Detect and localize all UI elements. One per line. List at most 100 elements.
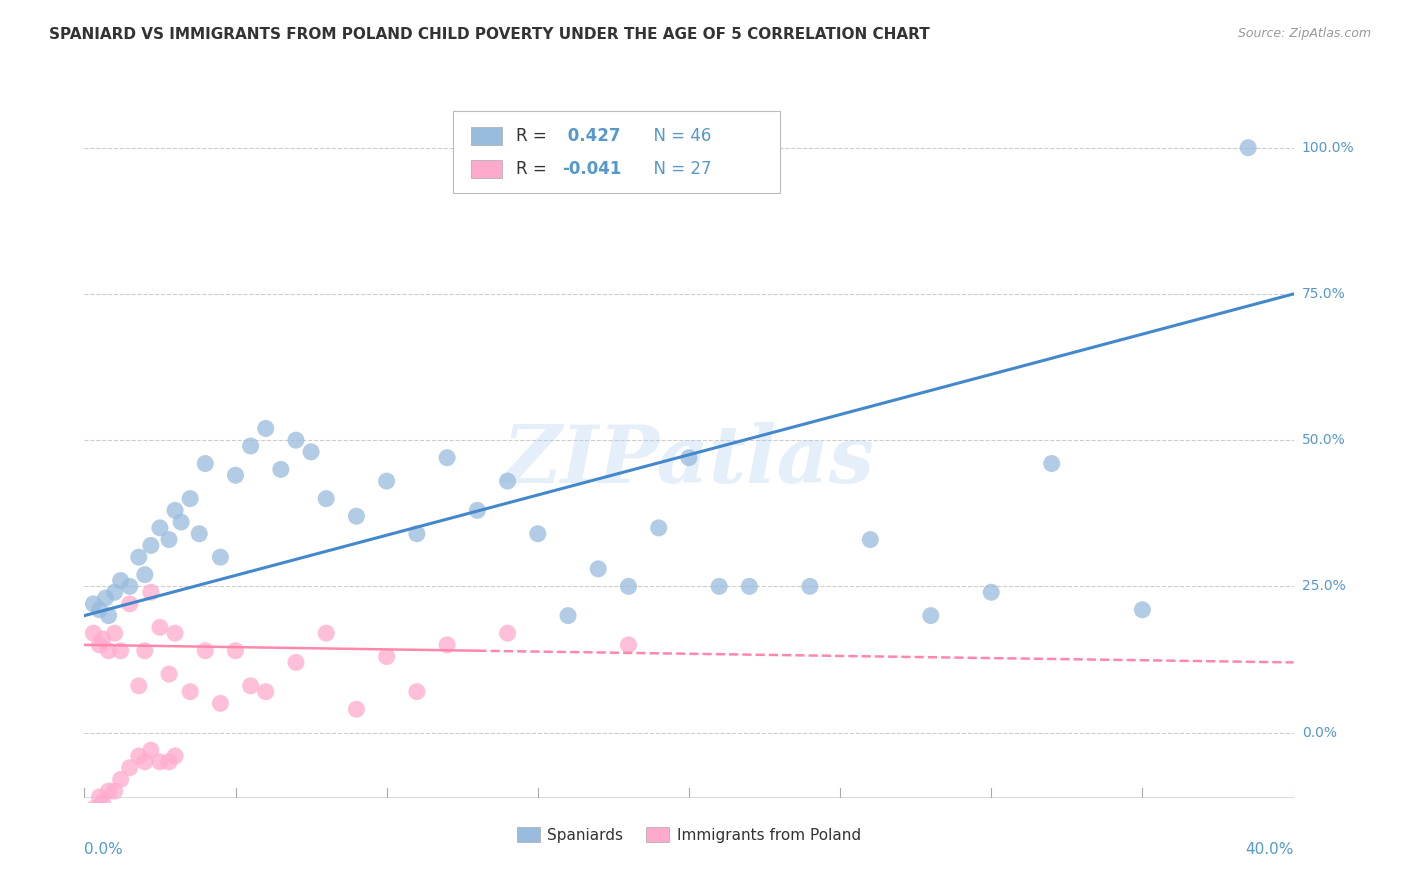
Point — [270, 462, 292, 476]
Point — [980, 585, 1002, 599]
Text: R =: R = — [516, 161, 553, 178]
Point — [1237, 141, 1260, 155]
Point — [375, 474, 398, 488]
Point — [139, 585, 162, 599]
Text: 40.0%: 40.0% — [1246, 842, 1294, 856]
Point — [157, 533, 180, 547]
Point — [149, 755, 172, 769]
FancyBboxPatch shape — [453, 111, 780, 193]
Point — [128, 749, 150, 764]
Point — [375, 649, 398, 664]
Point — [89, 603, 111, 617]
Point — [82, 597, 104, 611]
Point — [128, 550, 150, 565]
Text: -0.041: -0.041 — [562, 161, 621, 178]
Point — [709, 579, 731, 593]
Point — [82, 802, 104, 816]
Point — [157, 755, 180, 769]
Point — [1132, 603, 1154, 617]
Point — [97, 784, 120, 798]
Text: 25.0%: 25.0% — [1302, 580, 1346, 593]
Point — [110, 772, 132, 787]
Point — [557, 608, 579, 623]
Point — [285, 656, 308, 670]
Point — [188, 526, 211, 541]
Point — [134, 567, 156, 582]
Text: 75.0%: 75.0% — [1302, 287, 1346, 301]
Bar — [471, 127, 502, 145]
Text: 50.0%: 50.0% — [1302, 434, 1346, 447]
Text: 0.0%: 0.0% — [84, 842, 124, 856]
Point — [139, 538, 162, 552]
Point — [82, 626, 104, 640]
Point — [165, 749, 187, 764]
Point — [157, 667, 180, 681]
Point — [104, 784, 127, 798]
Text: 0.427: 0.427 — [562, 127, 620, 145]
Point — [436, 450, 458, 465]
Point — [134, 755, 156, 769]
Text: 100.0%: 100.0% — [1302, 141, 1354, 154]
Point — [209, 550, 232, 565]
Point — [209, 697, 232, 711]
Point — [179, 684, 201, 698]
Point — [315, 491, 337, 506]
Point — [97, 644, 120, 658]
Point — [110, 574, 132, 588]
Point — [91, 632, 114, 646]
Text: R =: R = — [516, 127, 553, 145]
Point — [920, 608, 942, 623]
Point — [225, 644, 247, 658]
Point — [118, 761, 141, 775]
Point — [239, 439, 262, 453]
Point — [588, 562, 610, 576]
Text: SPANIARD VS IMMIGRANTS FROM POLAND CHILD POVERTY UNDER THE AGE OF 5 CORRELATION : SPANIARD VS IMMIGRANTS FROM POLAND CHILD… — [49, 27, 929, 42]
Point — [678, 450, 700, 465]
Point — [97, 608, 120, 623]
Point — [285, 433, 308, 447]
Point — [859, 533, 882, 547]
Point — [139, 743, 162, 757]
Point — [738, 579, 761, 593]
Point — [617, 579, 640, 593]
Bar — [471, 161, 502, 178]
Point — [346, 509, 368, 524]
Point — [165, 503, 187, 517]
Point — [799, 579, 821, 593]
Text: Source: ZipAtlas.com: Source: ZipAtlas.com — [1237, 27, 1371, 40]
Point — [91, 796, 114, 810]
Point — [194, 644, 217, 658]
Point — [118, 597, 141, 611]
Text: 0.0%: 0.0% — [1302, 725, 1337, 739]
Point — [254, 684, 277, 698]
Text: N = 27: N = 27 — [643, 161, 711, 178]
Point — [346, 702, 368, 716]
Legend: Spaniards, Immigrants from Poland: Spaniards, Immigrants from Poland — [510, 821, 868, 848]
Point — [110, 644, 132, 658]
Point — [165, 626, 187, 640]
Point — [1040, 457, 1063, 471]
Point — [406, 684, 429, 698]
Point — [194, 457, 217, 471]
Point — [254, 421, 277, 435]
Point — [299, 445, 322, 459]
Point — [315, 626, 337, 640]
Point — [94, 591, 117, 605]
Point — [436, 638, 458, 652]
Point — [89, 638, 111, 652]
Point — [617, 638, 640, 652]
Point — [89, 789, 111, 804]
Point — [648, 521, 671, 535]
Point — [527, 526, 550, 541]
Point — [170, 515, 193, 529]
Point — [179, 491, 201, 506]
Point — [118, 579, 141, 593]
Text: N = 46: N = 46 — [643, 127, 711, 145]
Point — [496, 474, 519, 488]
Point — [104, 585, 127, 599]
Point — [128, 679, 150, 693]
Point — [149, 521, 172, 535]
Point — [134, 644, 156, 658]
Point — [496, 626, 519, 640]
Point — [149, 620, 172, 634]
